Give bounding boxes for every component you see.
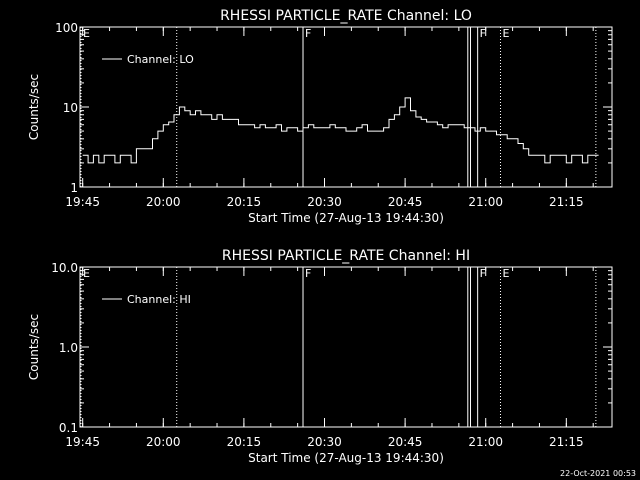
x-tick-label: 20:15 bbox=[227, 435, 262, 449]
x-tick-label: 21:00 bbox=[468, 435, 503, 449]
marker-label: F bbox=[480, 267, 486, 280]
y-tick-label: 10.0 bbox=[51, 261, 78, 275]
y-tick-label: 10 bbox=[63, 101, 78, 115]
y-tick-label: 1.0 bbox=[59, 341, 78, 355]
x-axis-label: Start Time (27-Aug-13 19:44:30) bbox=[248, 211, 444, 225]
marker-label: F bbox=[480, 27, 486, 40]
x-tick-label: 20:00 bbox=[146, 435, 181, 449]
chart-panel-hi: RHESSI PARTICLE_RATE Channel: HI Counts/s… bbox=[27, 248, 613, 465]
chart-title: RHESSI PARTICLE_RATE Channel: HI bbox=[222, 248, 470, 264]
y-axis-label: Counts/sec bbox=[27, 74, 41, 140]
marker-label: F bbox=[305, 267, 311, 280]
chart-title: RHESSI PARTICLE_RATE Channel: LO bbox=[220, 8, 472, 24]
x-tick-label: 20:30 bbox=[307, 435, 342, 449]
x-tick-label: 20:00 bbox=[146, 195, 181, 209]
marker-label: E bbox=[83, 267, 90, 280]
marker-label: E bbox=[83, 27, 90, 40]
x-tick-label: 19:45 bbox=[65, 195, 100, 209]
y-axis-label: Counts/sec bbox=[27, 314, 41, 380]
chart-panel-lo: RHESSI PARTICLE_RATE Channel: LO Counts/s… bbox=[27, 8, 613, 225]
marker-label: F bbox=[305, 27, 311, 40]
marker-label: E bbox=[502, 267, 509, 280]
x-tick-label: 20:30 bbox=[307, 195, 342, 209]
x-tick-label: 21:15 bbox=[549, 435, 584, 449]
legend-label: Channel: HI bbox=[127, 293, 191, 306]
x-tick-label: 21:00 bbox=[468, 195, 503, 209]
plot-frame bbox=[79, 26, 613, 188]
x-tick-label: 21:15 bbox=[549, 195, 584, 209]
marker-label: E bbox=[502, 27, 509, 40]
series-line bbox=[82, 97, 599, 164]
plot-frame bbox=[79, 266, 613, 428]
y-tick-label: 1 bbox=[70, 181, 78, 195]
footer-timestamp: 22-Oct-2021 00:53 bbox=[560, 469, 636, 478]
x-tick-label: 20:45 bbox=[388, 195, 423, 209]
x-axis-label: Start Time (27-Aug-13 19:44:30) bbox=[248, 451, 444, 465]
y-tick-label: 0.1 bbox=[59, 421, 78, 435]
y-tick-label: 100 bbox=[55, 21, 78, 35]
x-tick-label: 19:45 bbox=[65, 435, 100, 449]
x-tick-label: 20:15 bbox=[227, 195, 262, 209]
x-tick-label: 20:45 bbox=[388, 435, 423, 449]
legend-label: Channel: LO bbox=[127, 53, 194, 66]
